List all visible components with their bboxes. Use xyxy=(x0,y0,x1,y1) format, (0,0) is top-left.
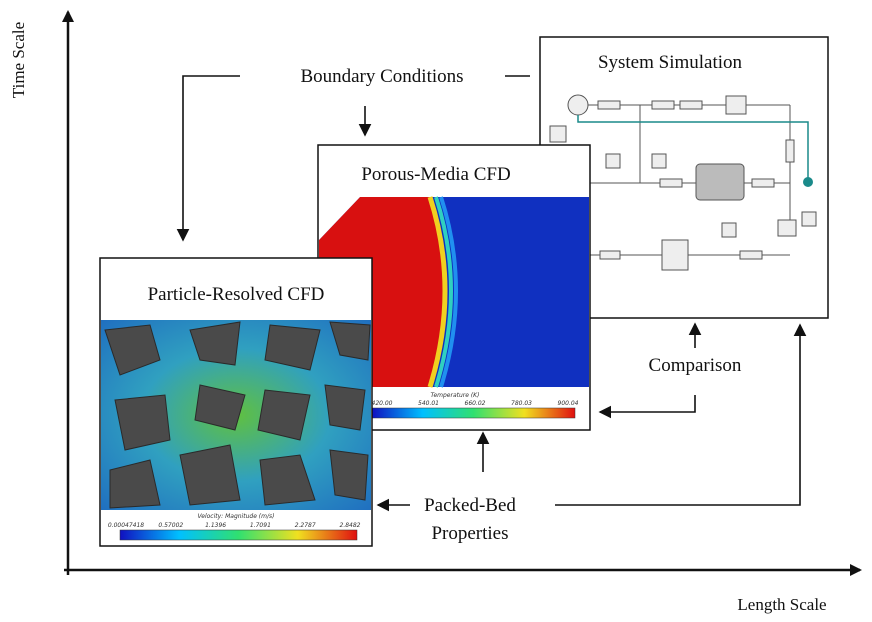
colorbar-tick-label: 1.1396 xyxy=(205,522,226,529)
colorbar-tick-label: 540.01 xyxy=(418,400,439,407)
colorbar-title: Velocity: Magnitude (m/s) xyxy=(198,513,275,520)
x-axis-label: Length Scale xyxy=(737,595,826,614)
colorbar-title: Temperature (K) xyxy=(431,392,480,399)
comparison-label: Comparison xyxy=(649,355,742,376)
arrow xyxy=(555,325,800,505)
particle-panel: Particle-Resolved CFD Velocity: Magnitud… xyxy=(100,258,372,546)
colorbar-tick-label: 420.00 xyxy=(372,400,393,407)
colorbar-tick-label: 1.7091 xyxy=(250,522,271,529)
packed-bed-label: Packed-Bed xyxy=(424,495,516,516)
panel-title: Particle-Resolved CFD xyxy=(148,284,325,305)
colorbar xyxy=(372,408,575,418)
boundary-label: Boundary Conditions xyxy=(300,66,463,87)
colorbar-tick-label: 900.04 xyxy=(558,400,579,407)
colorbar-tick-label: 0.57002 xyxy=(158,522,183,529)
colorbar-tick-label: 0.00047418 xyxy=(108,522,144,529)
arrow xyxy=(600,395,695,412)
y-axis-label: Time Scale xyxy=(9,22,28,98)
colorbar-tick-label: 2.2787 xyxy=(295,522,316,529)
colorbar-tick-label: 2.8482 xyxy=(340,522,361,529)
panel-title: System Simulation xyxy=(598,52,743,73)
colorbar-tick-label: 780.03 xyxy=(511,400,532,407)
arrow xyxy=(183,76,240,240)
packed-bed-label: Properties xyxy=(431,523,508,544)
panel-title: Porous-Media CFD xyxy=(361,164,510,185)
colorbar xyxy=(120,530,357,540)
diagram: Time Scale Length Scale System Simulatio… xyxy=(0,0,872,622)
colorbar-tick-label: 660.02 xyxy=(465,400,486,407)
